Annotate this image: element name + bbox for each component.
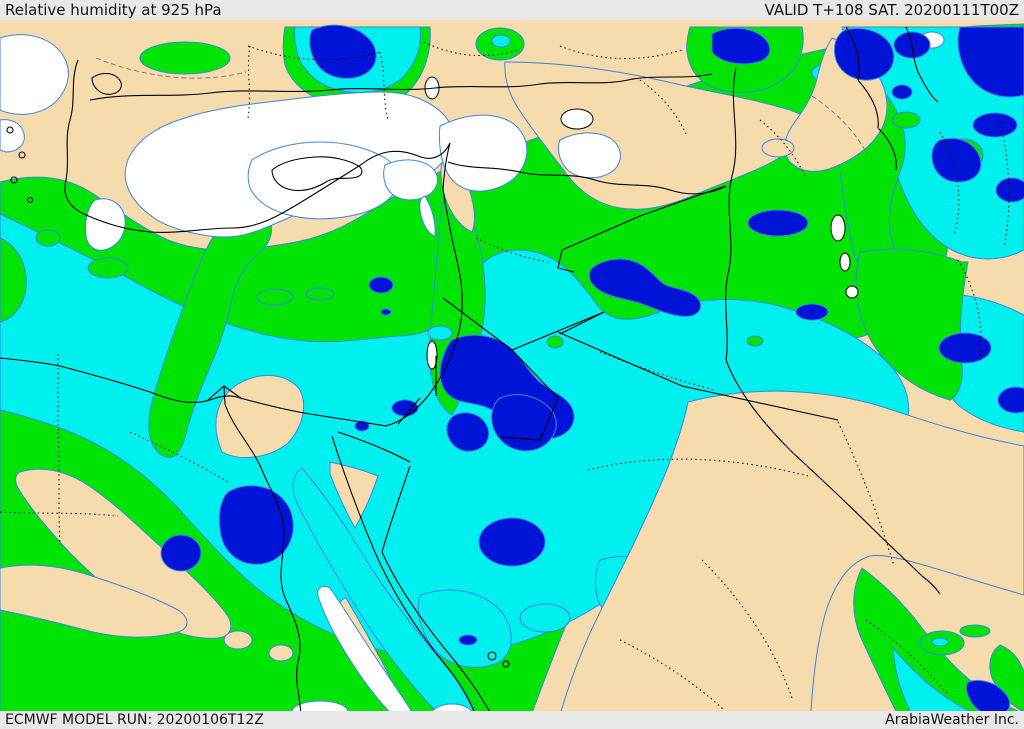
lake-tharthar [830, 214, 846, 242]
lake-van [560, 108, 594, 130]
nile-river [224, 403, 302, 729]
white-humidity-bands [0, 31, 945, 729]
lakes [424, 76, 859, 370]
dead-sea [426, 340, 438, 370]
map-title: Relative humidity at 925 hPa [5, 0, 222, 19]
coastlines-and-borders [0, 26, 941, 729]
brand-label: ArabiaWeather Inc. [885, 712, 1019, 728]
header-bar: Relative humidity at 925 hPa VALID T+108… [0, 0, 1024, 20]
dotted-admin-borders [0, 41, 1010, 711]
valid-time-label: VALID T+108 SAT. 20200111T00Z [764, 0, 1019, 19]
cyprus-coastline [271, 156, 363, 192]
blue-humidity-cores [160, 24, 1024, 716]
model-run-label: ECMWF MODEL RUN: 20200106T12Z [5, 712, 264, 728]
footer-bar: ECMWF MODEL RUN: 20200106T12Z ArabiaWeat… [0, 711, 1024, 729]
dashed-province-borders [95, 57, 869, 157]
